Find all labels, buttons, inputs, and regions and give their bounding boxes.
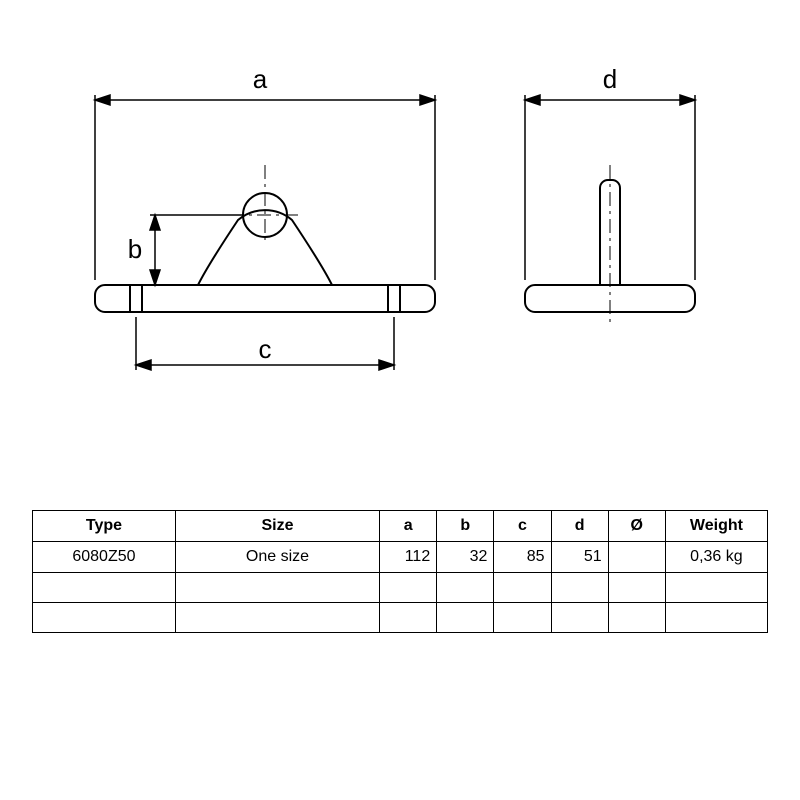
col-header-b: b: [437, 511, 494, 542]
technical-drawing: a b c: [60, 40, 740, 420]
label-c: c: [259, 334, 272, 364]
table-row: 6080Z50 One size 112 32 85 51 0,36 kg: [33, 542, 768, 573]
spec-table-container: Type Size a b c d Ø Weight 6080Z50 One s…: [32, 510, 768, 633]
col-header-diameter: Ø: [608, 511, 665, 542]
label-a: a: [253, 64, 268, 94]
dim-a: [95, 95, 435, 280]
label-b: b: [128, 234, 142, 264]
table-header-row: Type Size a b c d Ø Weight: [33, 511, 768, 542]
cell-d: 51: [551, 542, 608, 573]
cell-a: 112: [380, 542, 437, 573]
col-header-type: Type: [33, 511, 176, 542]
col-header-weight: Weight: [665, 511, 767, 542]
front-centerlines: [230, 165, 300, 240]
col-header-size: Size: [175, 511, 379, 542]
cell-b: 32: [437, 542, 494, 573]
table-row: [33, 603, 768, 633]
col-header-a: a: [380, 511, 437, 542]
spec-table: Type Size a b c d Ø Weight 6080Z50 One s…: [32, 510, 768, 633]
col-header-c: c: [494, 511, 551, 542]
cell-size: One size: [175, 542, 379, 573]
cell-c: 85: [494, 542, 551, 573]
dim-b: [150, 215, 243, 285]
table-row: [33, 573, 768, 603]
cell-weight: 0,36 kg: [665, 542, 767, 573]
front-view: [95, 193, 435, 312]
cell-type: 6080Z50: [33, 542, 176, 573]
cell-diameter: [608, 542, 665, 573]
drawing-svg: a b c: [60, 40, 740, 420]
label-d: d: [603, 64, 617, 94]
col-header-d: d: [551, 511, 608, 542]
